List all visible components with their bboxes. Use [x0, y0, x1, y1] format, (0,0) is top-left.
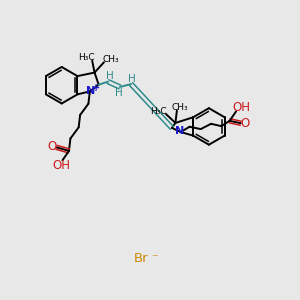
Text: CH₃: CH₃ [172, 103, 188, 112]
Text: N: N [86, 86, 95, 96]
Text: H: H [128, 74, 136, 84]
Text: Br: Br [134, 252, 148, 266]
Text: OH: OH [232, 101, 250, 114]
Text: N: N [176, 126, 185, 136]
Text: O: O [240, 117, 250, 130]
Text: O: O [47, 140, 56, 153]
Text: OH: OH [52, 159, 70, 172]
Text: +: + [92, 83, 101, 93]
Text: H: H [116, 88, 123, 98]
Text: H₃C: H₃C [79, 53, 95, 62]
Text: ⁻: ⁻ [151, 252, 158, 266]
Text: H₃C: H₃C [151, 106, 167, 116]
Text: H: H [106, 71, 113, 81]
Text: CH₃: CH₃ [102, 55, 119, 64]
